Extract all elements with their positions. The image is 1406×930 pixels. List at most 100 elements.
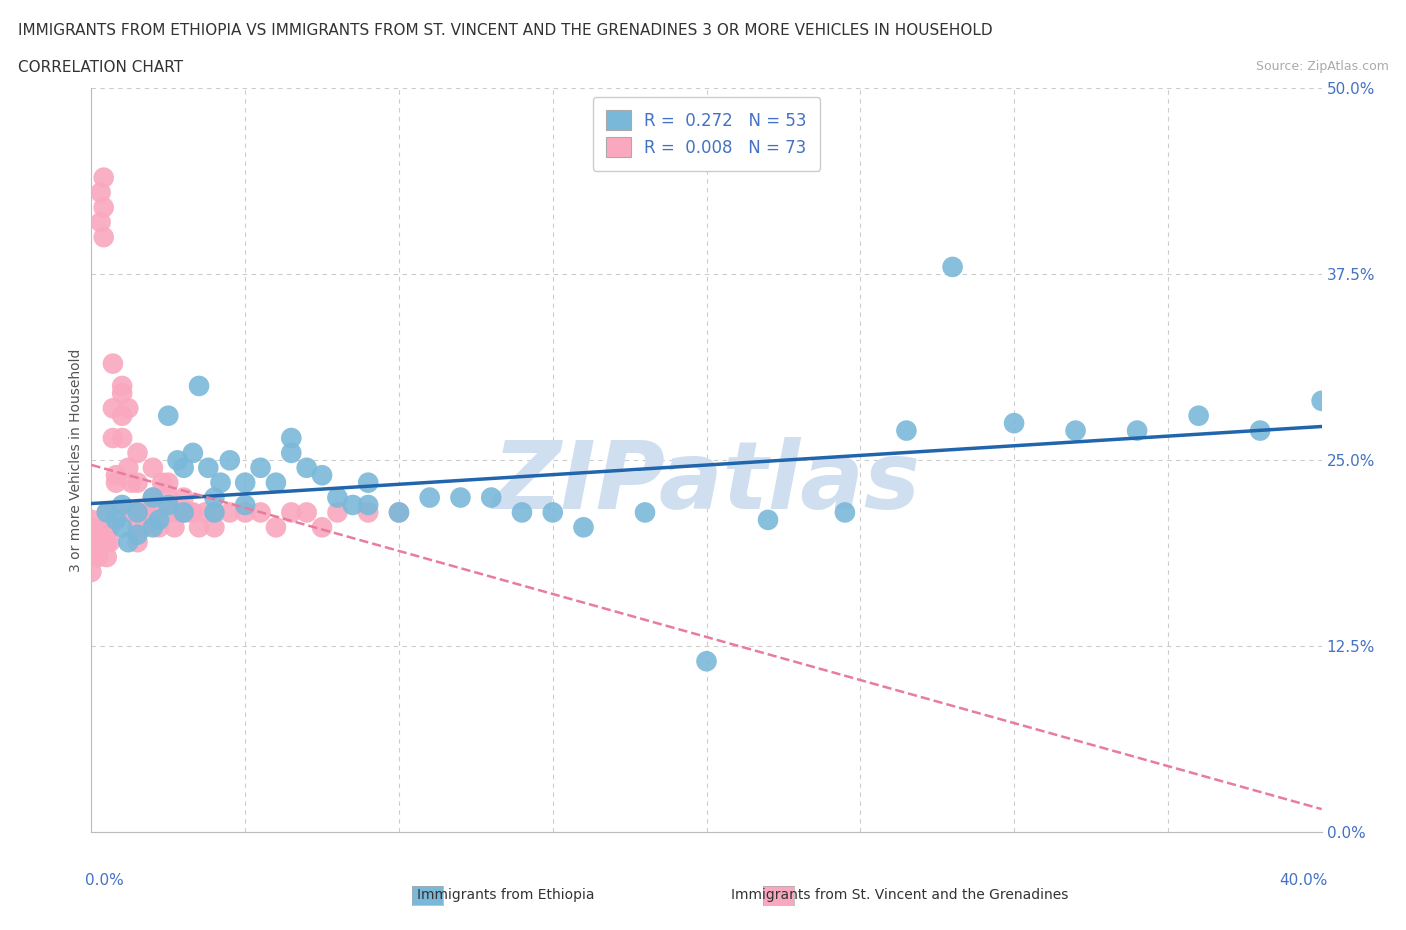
Point xyxy=(86,550,108,565)
Text: ZIPatlas: ZIPatlas xyxy=(492,437,921,528)
Point xyxy=(127,527,149,542)
Point xyxy=(117,401,139,416)
Point xyxy=(357,475,380,490)
Legend: R =  0.272   N = 53, R =  0.008   N = 73: R = 0.272 N = 53, R = 0.008 N = 73 xyxy=(593,97,820,171)
Point xyxy=(280,445,302,460)
Point xyxy=(166,453,188,468)
Point xyxy=(834,505,856,520)
Point xyxy=(326,505,349,520)
Point xyxy=(1249,423,1271,438)
Point xyxy=(93,200,115,215)
Point xyxy=(157,475,180,490)
Point xyxy=(80,512,103,527)
Point xyxy=(157,505,180,520)
Point xyxy=(96,505,118,520)
Point xyxy=(86,527,108,542)
Point xyxy=(173,460,195,475)
Point xyxy=(194,505,217,520)
Point xyxy=(127,535,149,550)
Text: 40.0%: 40.0% xyxy=(1279,873,1327,888)
Point xyxy=(295,460,318,475)
Point xyxy=(280,505,302,520)
Point xyxy=(1310,393,1333,408)
Point xyxy=(388,505,411,520)
Point xyxy=(111,431,134,445)
Text: Source: ZipAtlas.com: Source: ZipAtlas.com xyxy=(1256,60,1389,73)
Point xyxy=(127,445,149,460)
Point xyxy=(157,408,180,423)
Point xyxy=(80,535,103,550)
Point xyxy=(179,505,201,520)
Point xyxy=(510,505,533,520)
Point xyxy=(142,505,165,520)
Point xyxy=(111,408,134,423)
Point xyxy=(120,475,142,490)
Point xyxy=(1126,423,1149,438)
Point xyxy=(148,512,170,527)
Point xyxy=(96,505,118,520)
Point xyxy=(80,565,103,579)
Point xyxy=(209,475,232,490)
Point xyxy=(181,445,204,460)
Point xyxy=(96,535,118,550)
Point xyxy=(218,453,240,468)
Point xyxy=(117,535,139,550)
Point xyxy=(96,505,118,520)
Point xyxy=(98,535,121,550)
Point xyxy=(634,505,657,520)
Point xyxy=(142,520,165,535)
Point xyxy=(90,215,112,230)
Point xyxy=(197,460,219,475)
Point xyxy=(101,401,124,416)
Text: IMMIGRANTS FROM ETHIOPIA VS IMMIGRANTS FROM ST. VINCENT AND THE GRENADINES 3 OR : IMMIGRANTS FROM ETHIOPIA VS IMMIGRANTS F… xyxy=(18,23,993,38)
Point xyxy=(449,490,471,505)
Point xyxy=(357,498,380,512)
Point xyxy=(148,505,170,520)
Point xyxy=(342,498,364,512)
Point xyxy=(173,505,195,520)
Point xyxy=(93,230,115,245)
Point xyxy=(218,505,240,520)
Point xyxy=(111,386,134,401)
Point xyxy=(105,475,127,490)
Point xyxy=(90,185,112,200)
Point xyxy=(541,505,564,520)
Point xyxy=(132,505,155,520)
Point xyxy=(101,431,124,445)
Point xyxy=(93,170,115,185)
Point xyxy=(111,379,134,393)
Point xyxy=(756,512,779,527)
Point xyxy=(1187,408,1209,423)
Point xyxy=(111,520,134,535)
Point xyxy=(896,423,918,438)
Point xyxy=(150,475,173,490)
Point xyxy=(80,535,103,550)
Point xyxy=(311,468,333,483)
Point xyxy=(249,460,271,475)
Point xyxy=(202,505,225,520)
Point xyxy=(163,520,186,535)
Point xyxy=(295,505,318,520)
Point xyxy=(233,505,256,520)
Point xyxy=(942,259,965,274)
Point xyxy=(127,520,149,535)
Point xyxy=(202,520,225,535)
Point xyxy=(80,520,103,535)
Text: Immigrants from Ethiopia: Immigrants from Ethiopia xyxy=(418,887,595,902)
Point xyxy=(142,490,165,505)
Point xyxy=(98,520,121,535)
Point xyxy=(233,475,256,490)
Point xyxy=(280,431,302,445)
Point xyxy=(249,505,271,520)
Text: CORRELATION CHART: CORRELATION CHART xyxy=(18,60,183,75)
Point xyxy=(80,550,103,565)
Point xyxy=(166,505,188,520)
Point xyxy=(388,505,411,520)
Point xyxy=(1064,423,1087,438)
Point xyxy=(326,490,349,505)
Text: 0.0%: 0.0% xyxy=(86,873,124,888)
Point xyxy=(105,512,127,527)
Point xyxy=(101,356,124,371)
Point xyxy=(86,550,108,565)
Point xyxy=(120,505,142,520)
